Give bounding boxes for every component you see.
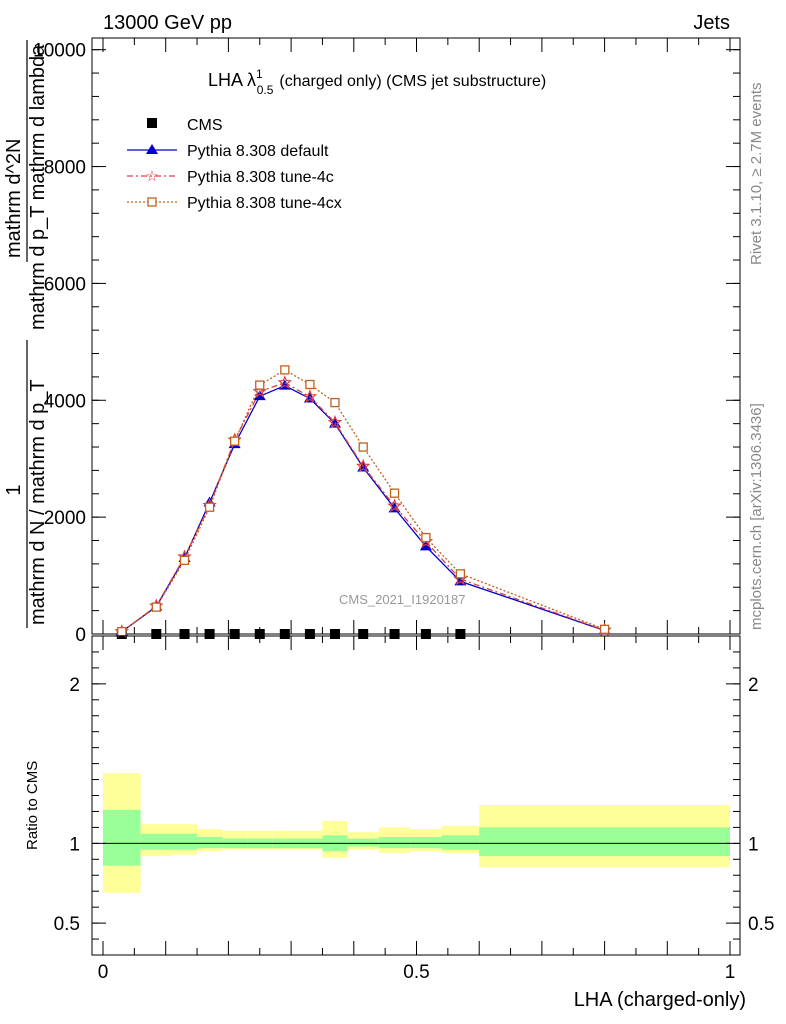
ratio-y-axis-label: Ratio to CMS — [24, 761, 41, 850]
y-label-right-numerator: mathrm d^2N — [3, 139, 25, 258]
x-tick-label-1: 0.5 — [403, 962, 429, 983]
legend-label-default: Pythia 8.308 default — [187, 143, 329, 160]
rivet-label: Rivet 3.1.10, ≥ 2.7M events — [748, 83, 765, 266]
data-point-cms — [229, 629, 240, 639]
ratio-inner-band-0 — [103, 809, 141, 866]
ratio-y-tick-label-right-2: 2 — [748, 675, 759, 696]
main-y-tick-label-0: 0 — [75, 625, 86, 646]
header-left-label: 13000 GeV pp — [103, 12, 232, 34]
ratio-inner-band-13 — [479, 827, 730, 857]
ratio-inner-band-1 — [140, 833, 172, 850]
x-axis-label: LHA (charged-only) — [574, 989, 746, 1011]
ratio-inner-band-9 — [347, 838, 379, 847]
data-point-pythia-8-308-tune-4c — [277, 375, 293, 389]
plot-title: LHA λ1 0.5 (charged only) (CMS jet substru… — [208, 67, 546, 97]
data-point-cms — [204, 629, 215, 639]
ratio-plot-area: 0 0.5 1 0.5 0.5 1 1 2 2 — [54, 635, 774, 983]
data-point-cms — [329, 629, 340, 639]
ratio-inner-band-10 — [378, 836, 411, 849]
legend-label-tune-4cx: Pythia 8.308 tune-4cx — [187, 195, 342, 212]
ratio-y-tick-label-right-1: 1 — [748, 834, 759, 855]
data-point-pythia-8-308-tune-4c — [327, 414, 343, 429]
mcplots-label: mcplots.cern.ch [arXiv:1306.3436] — [748, 403, 765, 630]
data-point-pythia-8-308-tune-4c — [302, 389, 318, 403]
legend-entry-default: Pythia 8.308 default — [127, 143, 329, 160]
data-point-cms — [389, 629, 400, 639]
data-point-pythia-8-308-tune-4cx — [599, 624, 610, 634]
data-point-cms — [279, 629, 290, 639]
ratio-y-tick-label-1: 1 — [69, 834, 80, 855]
y-label-numerator: 1 — [3, 484, 25, 495]
data-point-pythia-8-308-tune-4cx — [455, 569, 466, 579]
data-point-cms — [420, 629, 431, 639]
main-y-tick-label-1: 2000 — [44, 508, 86, 529]
main-y-tick-label-5: 10000 — [33, 41, 86, 62]
data-point-pythia-8-308-default — [253, 390, 266, 401]
ratio-inner-band-12 — [441, 835, 480, 850]
data-point-pythia-8-308-tune-4cx — [305, 379, 315, 390]
data-point-pythia-8-308-tune-4cx — [330, 397, 340, 408]
ratio-inner-band-2 — [171, 833, 198, 850]
data-point-pythia-8-308-tune-4cx — [230, 436, 240, 446]
data-point-cms — [179, 629, 190, 639]
data-point-pythia-8-308-tune-4cx — [255, 380, 265, 390]
ratio-y-tick-label-0: 0.5 — [54, 914, 80, 935]
data-point-pythia-8-308-default — [419, 540, 432, 551]
data-point-pythia-8-308-tune-4cx — [179, 555, 190, 566]
data-point-pythia-8-308-tune-4cx — [358, 442, 368, 452]
main-y-tick-label-4: 8000 — [44, 158, 86, 179]
header-right-label: Jets — [693, 12, 730, 34]
data-point-pythia-8-308-tune-4cx — [280, 365, 290, 375]
data-point-cms — [151, 629, 162, 639]
legend-entry-tune-4c: ☆ Pythia 8.308 tune-4c — [127, 167, 334, 186]
watermark-label: CMS_2021_I1920187 — [339, 592, 466, 607]
data-point-cms — [358, 629, 369, 639]
data-point-pythia-8-308-tune-4cx — [151, 602, 161, 612]
main-y-tick-label-3: 6000 — [44, 274, 86, 295]
data-point-cms — [455, 629, 466, 639]
data-point-pythia-8-308-tune-4cx — [389, 488, 400, 498]
data-point-pythia-8-308-tune-4cx — [117, 627, 127, 637]
data-point-pythia-8-308-tune-4cx — [421, 532, 431, 543]
series-line-pythia-8-308-tune-4c — [121, 381, 605, 633]
legend-label-tune-4c: Pythia 8.308 tune-4c — [187, 169, 334, 186]
data-point-pythia-8-308-tune-4c — [355, 458, 371, 473]
legend: CMS Pythia 8.308 default ☆ Pythia 8.308 … — [127, 117, 342, 212]
data-point-pythia-8-308-tune-4c — [387, 498, 402, 513]
ratio-y-tick-label-2: 2 — [69, 675, 80, 696]
main-plot-area: 0 2000 4000 6000 8000 10000 — [33, 37, 741, 646]
star-icon: ☆ — [145, 167, 158, 185]
legend-entry-tune-4cx: Pythia 8.308 tune-4cx — [127, 195, 342, 212]
ratio-inner-band-11 — [410, 836, 442, 849]
x-tick-label-2: 1 — [725, 962, 736, 983]
data-point-cms — [254, 629, 265, 639]
x-tick-label-0: 0 — [98, 962, 109, 983]
data-point-pythia-8-308-tune-4cx — [204, 502, 215, 512]
y-label-right-denominator: mathrm d p_T mathrm d lambda — [27, 44, 49, 330]
legend-label-cms: CMS — [187, 117, 223, 134]
data-point-cms — [304, 629, 315, 639]
ratio-frame — [91, 635, 741, 956]
ratio-y-tick-label-right-0: 0.5 — [748, 914, 774, 935]
main-y-axis-label: 1 mathrm d N / mathrm d p_T mathrm d^2N … — [3, 40, 49, 628]
ratio-inner-band-3 — [197, 836, 223, 849]
legend-entry-cms: CMS — [147, 117, 223, 134]
y-label-denominator: mathrm d N / mathrm d p_T — [27, 379, 49, 625]
main-y-tick-label-2: 4000 — [44, 391, 86, 412]
